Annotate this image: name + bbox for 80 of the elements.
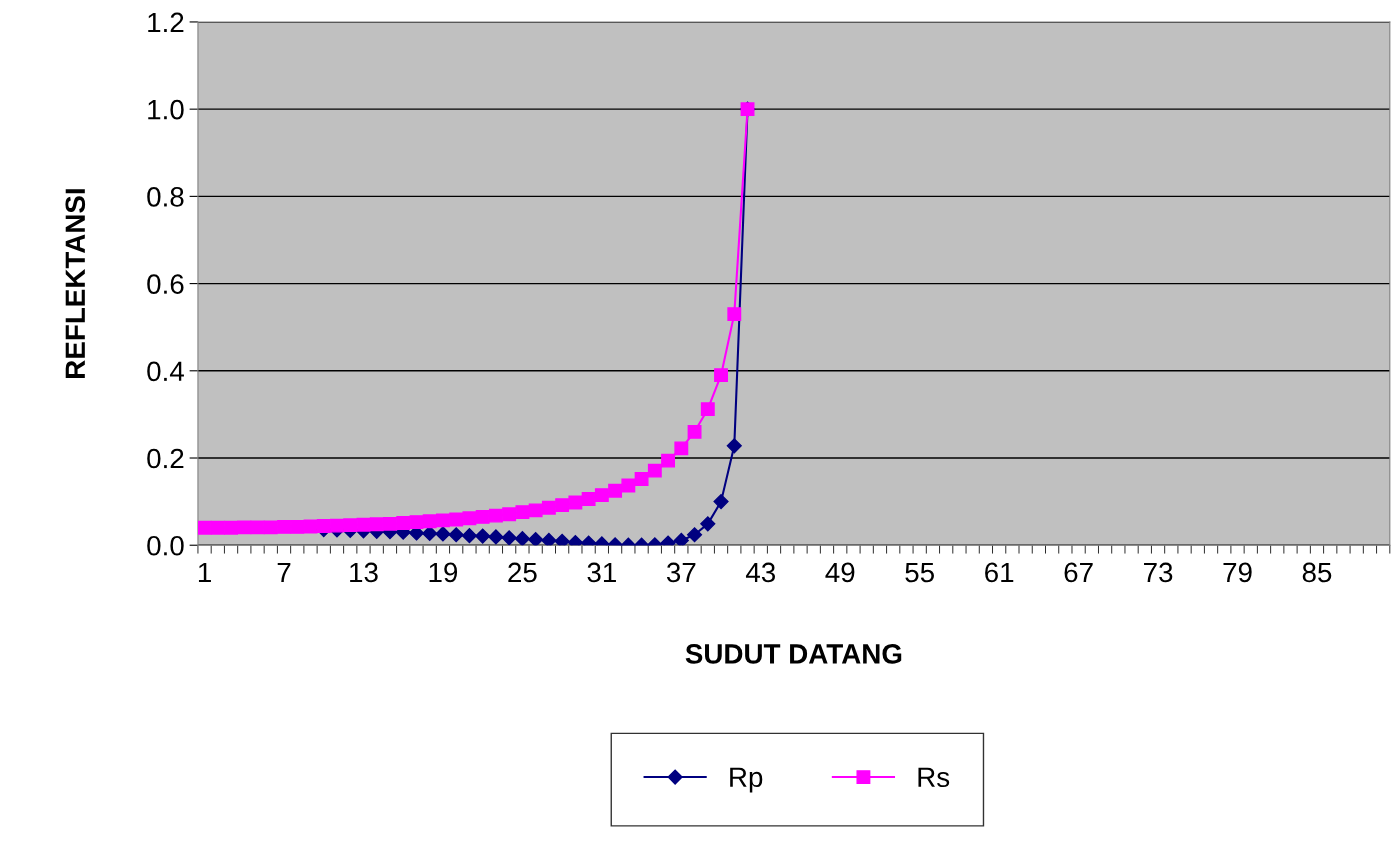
point	[661, 453, 676, 468]
point	[488, 529, 504, 545]
point	[700, 402, 715, 417]
point	[502, 507, 517, 522]
point	[488, 508, 503, 523]
point	[290, 519, 305, 534]
point	[700, 516, 716, 532]
point	[674, 441, 689, 456]
point	[356, 517, 371, 532]
x-tick-label: 73	[1144, 562, 1173, 583]
point	[541, 500, 556, 515]
point	[686, 527, 703, 543]
point	[541, 532, 557, 546]
point	[528, 531, 544, 546]
x-tick-label: 31	[587, 562, 616, 583]
point	[501, 530, 517, 546]
point	[726, 438, 742, 454]
point	[461, 528, 477, 544]
x-tick-label: 79	[1223, 562, 1252, 583]
point	[554, 533, 570, 546]
x-tick-label: 49	[825, 562, 855, 583]
point	[343, 518, 358, 533]
legend-label: Rp	[730, 767, 763, 793]
point	[647, 463, 662, 478]
point	[608, 483, 623, 498]
point	[369, 517, 384, 532]
point	[448, 527, 464, 543]
point	[555, 498, 570, 513]
point	[316, 519, 331, 533]
point	[462, 511, 477, 526]
x-tick-label: 19	[429, 562, 458, 583]
y-tick-label: 1.0	[148, 99, 184, 120]
point	[422, 514, 437, 529]
point	[383, 516, 397, 531]
point	[673, 532, 689, 546]
point	[330, 518, 344, 533]
point	[581, 492, 596, 506]
point	[568, 495, 583, 510]
point	[277, 519, 291, 534]
point	[396, 516, 411, 530]
point	[634, 471, 649, 486]
x-tick-label: 7	[277, 562, 291, 583]
y-tick-label: 1.2	[148, 12, 184, 33]
point	[727, 307, 742, 322]
x-tick-label: 61	[985, 562, 1014, 583]
point	[514, 531, 530, 546]
legend-label: Rs	[918, 767, 950, 788]
point	[263, 520, 278, 535]
point	[621, 478, 636, 493]
point	[435, 526, 451, 542]
point	[224, 520, 239, 535]
x-tick-label: 85	[1302, 562, 1332, 583]
x-tick-label: 25	[508, 562, 537, 583]
x-tick-label: 37	[666, 562, 696, 583]
y-tick-label: 0.0	[147, 535, 184, 556]
point	[475, 528, 491, 544]
y-tick-label: 0.4	[147, 361, 184, 382]
x-axis-title: SUDUT DATANG	[685, 644, 902, 664]
y-tick-label: 0.6	[147, 274, 184, 294]
point	[237, 520, 252, 535]
x-tick-label: 55	[905, 562, 934, 583]
point	[515, 505, 530, 520]
point	[409, 515, 424, 530]
point	[210, 520, 225, 535]
y-tick-label: 0.2	[147, 448, 184, 469]
point	[435, 513, 450, 528]
x-tick-label: 13	[350, 562, 378, 583]
point	[594, 488, 609, 503]
y-tick-label: 0.8	[147, 187, 184, 207]
y-axis-title: REFLEKTANSI	[65, 189, 86, 378]
point	[714, 368, 728, 383]
point	[687, 424, 702, 439]
point	[475, 509, 490, 524]
x-tick-label: 43	[745, 562, 775, 583]
x-tick-label: 1	[198, 562, 211, 583]
x-tick-label: 67	[1064, 562, 1093, 583]
point	[250, 520, 265, 535]
point	[528, 503, 543, 518]
point	[197, 520, 212, 535]
point	[713, 494, 729, 510]
